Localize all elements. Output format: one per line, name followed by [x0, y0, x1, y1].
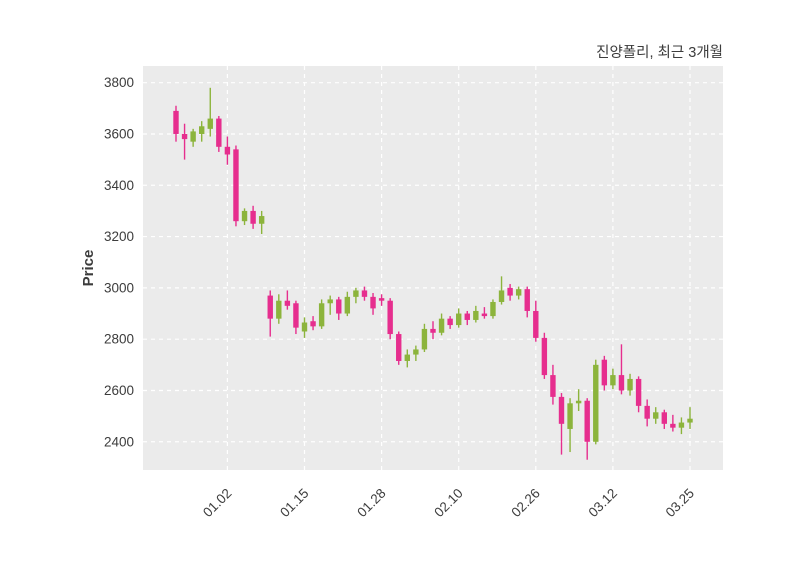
y-tick-label: 3000: [104, 280, 134, 295]
candle-body: [387, 300, 393, 335]
candle-body: [378, 298, 385, 301]
y-axis-tick-labels: 2400 2600 2800 3000 3200 3400 3600 3800: [104, 75, 134, 449]
candle-body: [584, 400, 590, 442]
candle-body: [524, 289, 530, 311]
candle-body: [627, 378, 633, 391]
candle-body: [267, 295, 273, 319]
candle-body: [361, 290, 368, 297]
candle-body: [601, 359, 608, 386]
candle-body: [250, 210, 256, 224]
y-tick-label: 3400: [104, 178, 134, 193]
candle-body: [575, 400, 582, 404]
candle-body: [199, 126, 205, 134]
candle-body: [498, 290, 505, 302]
candle-body: [404, 354, 410, 361]
candle-body: [430, 328, 436, 333]
candle-body: [344, 296, 351, 314]
candle-body: [181, 133, 188, 140]
candle-body: [618, 375, 625, 391]
candle-body: [533, 310, 539, 338]
x-tick-label: 01.02: [200, 486, 235, 521]
y-tick-label: 3800: [104, 75, 134, 90]
y-axis-label: Price: [80, 250, 97, 287]
candle-body: [318, 303, 325, 327]
candle-body: [207, 118, 213, 129]
candle-body: [224, 146, 231, 155]
y-tick-label: 3600: [104, 126, 134, 141]
x-tick-label: 01.15: [277, 486, 312, 521]
candle-body: [550, 375, 556, 397]
candle-body: [567, 403, 573, 429]
candle-body: [216, 118, 222, 147]
candle-body: [515, 289, 522, 296]
candle-body: [233, 149, 239, 222]
x-tick-label: 03.12: [586, 486, 621, 521]
candle-body: [653, 412, 659, 419]
candle-body: [370, 296, 376, 309]
candle-body: [241, 210, 248, 222]
candle-body: [276, 300, 282, 319]
candle-body: [310, 321, 316, 327]
x-axis-tick-labels: 01.02 01.15 01.28 02.10 02.26 03.12 03.25: [200, 486, 697, 521]
candle-body: [327, 299, 333, 304]
candle-body: [593, 364, 599, 442]
candle-body: [301, 322, 308, 332]
candle-body: [438, 318, 445, 333]
candle-body: [353, 290, 359, 297]
candle-body: [610, 375, 616, 386]
candle-body: [190, 131, 196, 142]
candle-body: [421, 328, 428, 350]
grid-layer: [143, 66, 723, 470]
candle-body: [481, 313, 488, 317]
candle-body: [284, 300, 291, 306]
candle-body: [336, 299, 342, 314]
candle-body: [447, 318, 453, 326]
candle-body: [661, 412, 667, 424]
plot-area: [143, 66, 723, 470]
y-tick-label: 2600: [104, 383, 134, 398]
candle-body: [507, 287, 513, 296]
x-tick-label: 02.10: [431, 486, 466, 521]
x-tick-label: 02.26: [508, 486, 543, 521]
candle-series: [173, 87, 693, 460]
candle-body: [473, 310, 479, 320]
candle-body: [558, 396, 565, 424]
candle-body: [456, 313, 462, 326]
candle-body: [541, 337, 548, 376]
candle-body: [644, 405, 650, 419]
chart-title: 진양폴리, 최근 3개월: [596, 44, 723, 61]
y-tick-label: 2400: [104, 434, 134, 449]
x-tick-label: 03.25: [663, 486, 698, 521]
x-tick-label: 01.28: [354, 486, 389, 521]
candle-body: [413, 349, 419, 355]
candle-body: [490, 301, 496, 317]
candle-body: [687, 418, 693, 423]
candle-body: [396, 334, 402, 361]
candle-body: [678, 422, 685, 428]
y-tick-label: 3200: [104, 229, 134, 244]
candle-body: [464, 313, 470, 320]
y-tick-label: 2800: [104, 332, 134, 347]
candle-body: [670, 423, 676, 428]
candle-body: [173, 110, 179, 134]
candle-body: [293, 303, 299, 328]
candle-body: [635, 378, 642, 406]
candle-body: [258, 216, 265, 224]
